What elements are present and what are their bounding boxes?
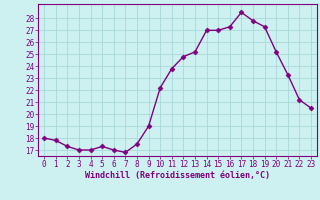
X-axis label: Windchill (Refroidissement éolien,°C): Windchill (Refroidissement éolien,°C) — [85, 171, 270, 180]
